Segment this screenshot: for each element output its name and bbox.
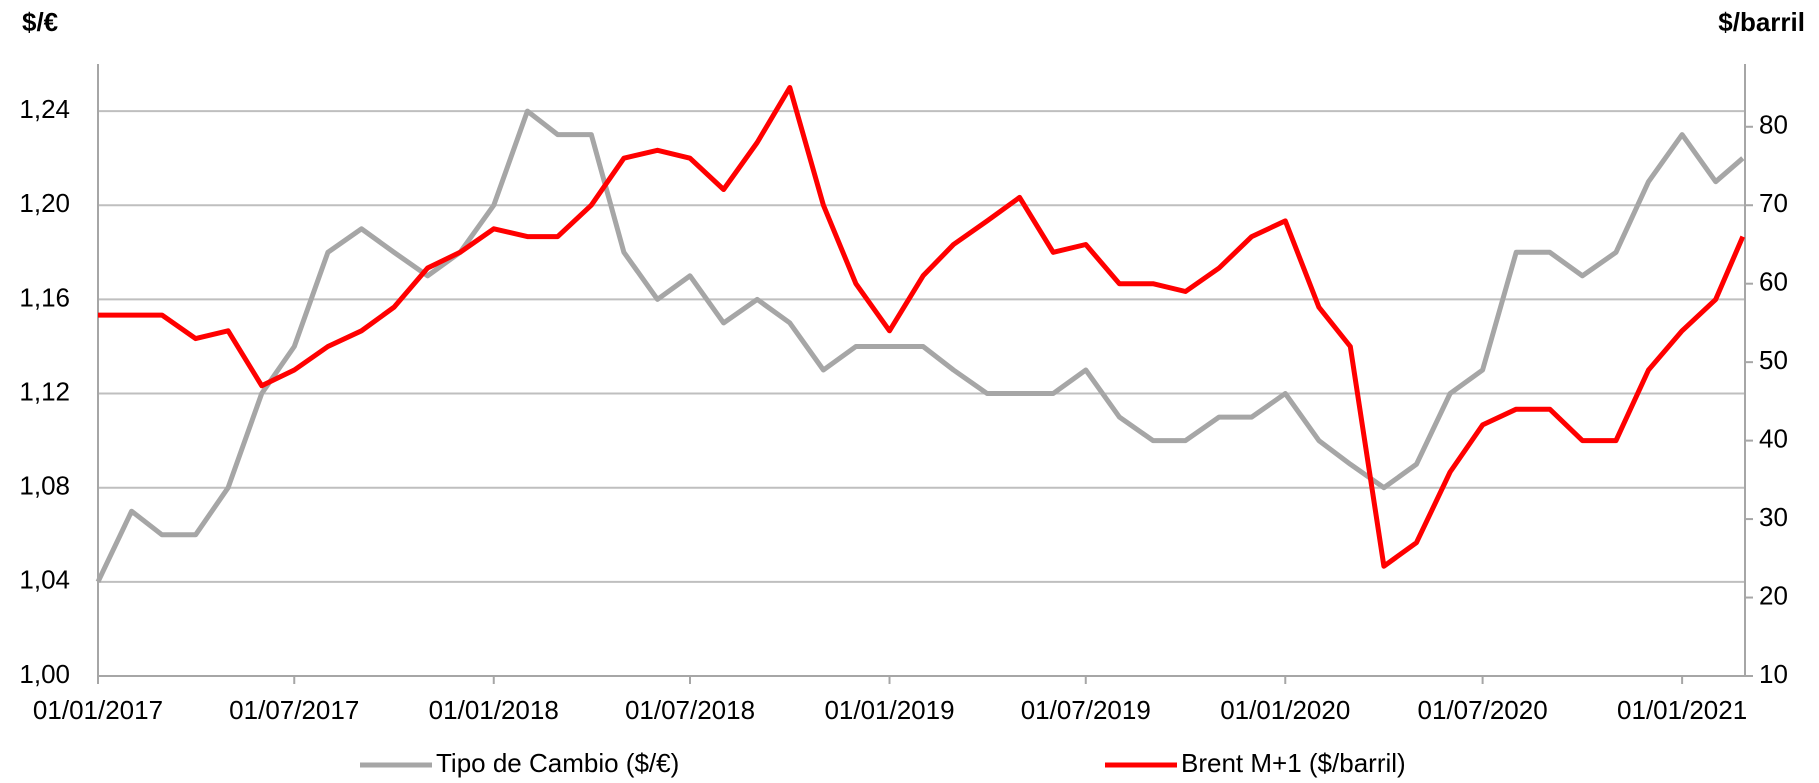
y-tick-label: 1,20 <box>19 188 70 218</box>
x-tick-label: 01/07/2020 <box>1418 695 1548 725</box>
x-tick-label: 01/07/2018 <box>625 695 755 725</box>
y-tick-label: 1,08 <box>19 471 70 501</box>
y-tick-label: 1,00 <box>19 659 70 689</box>
data-line <box>95 108 1745 583</box>
x-tick-label: 01/07/2019 <box>1021 695 1151 725</box>
y-tick-label: 1,12 <box>19 376 70 406</box>
y-tick-label: 1,04 <box>19 565 70 595</box>
y2-tick-label: 20 <box>1759 580 1788 610</box>
y2-tick-label: 30 <box>1759 502 1788 532</box>
y2-tick-label: 70 <box>1759 188 1788 218</box>
y2-tick-label: 60 <box>1759 267 1788 297</box>
x-tick-label: 01/01/2017 <box>33 695 163 725</box>
y2-tick-label: 10 <box>1759 659 1788 689</box>
legend-label: Brent M+1 ($/barril) <box>1181 748 1406 778</box>
y2-tick-label: 50 <box>1759 345 1788 375</box>
legend-label: Tipo de Cambio ($/€) <box>436 748 679 778</box>
y2-axis-title: $/barril <box>1718 7 1805 37</box>
x-tick-label: 01/01/2019 <box>824 695 954 725</box>
data-line <box>98 85 1746 569</box>
y2-tick-label: 80 <box>1759 110 1788 140</box>
y-axis-title: $/€ <box>22 7 58 37</box>
x-tick-label: 01/07/2017 <box>229 695 359 725</box>
x-tick-label: 01/01/2021 <box>1617 695 1747 725</box>
x-tick-label: 01/01/2020 <box>1220 695 1350 725</box>
y2-tick-label: 40 <box>1759 423 1788 453</box>
y-tick-label: 1,16 <box>19 282 70 312</box>
x-tick-label: 01/01/2018 <box>429 695 559 725</box>
y-tick-label: 1,24 <box>19 94 70 124</box>
